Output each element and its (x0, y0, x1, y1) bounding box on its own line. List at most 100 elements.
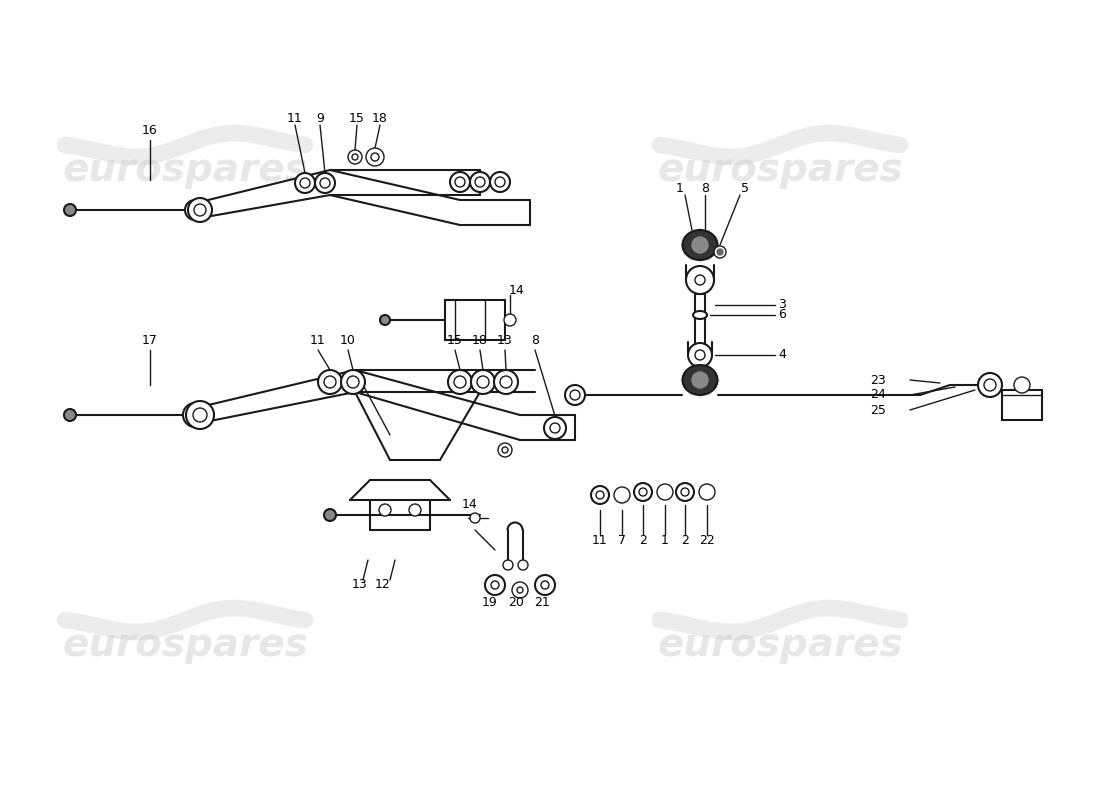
Circle shape (188, 198, 212, 222)
Text: 8: 8 (531, 334, 539, 346)
Circle shape (295, 173, 315, 193)
Text: 22: 22 (700, 534, 715, 546)
Circle shape (320, 178, 330, 188)
Circle shape (450, 172, 470, 192)
Text: 13: 13 (497, 334, 513, 346)
Ellipse shape (693, 311, 707, 319)
Circle shape (544, 417, 566, 439)
Circle shape (565, 385, 585, 405)
Circle shape (470, 172, 490, 192)
Text: 2: 2 (639, 534, 647, 546)
Circle shape (512, 582, 528, 598)
Ellipse shape (682, 230, 717, 260)
Circle shape (192, 408, 207, 422)
Text: eurospares: eurospares (657, 151, 903, 189)
Circle shape (186, 401, 214, 429)
Text: 11: 11 (310, 334, 326, 346)
Circle shape (366, 148, 384, 166)
Circle shape (692, 237, 708, 253)
Text: 5: 5 (741, 182, 749, 194)
Circle shape (676, 483, 694, 501)
Circle shape (657, 484, 673, 500)
Circle shape (352, 154, 358, 160)
Circle shape (475, 177, 485, 187)
Text: 19: 19 (482, 595, 498, 609)
Ellipse shape (682, 365, 717, 395)
Text: 11: 11 (592, 534, 608, 546)
Bar (446, 300, 505, 340)
Text: 12: 12 (375, 578, 390, 591)
Text: 18: 18 (472, 334, 488, 346)
Circle shape (477, 376, 490, 388)
Circle shape (185, 200, 205, 220)
Circle shape (491, 581, 499, 589)
Text: 21: 21 (535, 595, 550, 609)
Circle shape (455, 177, 465, 187)
Circle shape (64, 409, 76, 421)
Text: 9: 9 (316, 111, 323, 125)
Circle shape (695, 275, 705, 285)
Circle shape (518, 560, 528, 570)
Circle shape (470, 513, 480, 523)
Circle shape (541, 581, 549, 589)
Circle shape (639, 488, 647, 496)
Text: 7: 7 (618, 534, 626, 546)
Circle shape (550, 423, 560, 433)
Circle shape (341, 370, 365, 394)
Circle shape (504, 314, 516, 326)
Circle shape (498, 443, 512, 457)
Text: 14: 14 (462, 498, 477, 511)
Circle shape (371, 153, 380, 161)
Circle shape (346, 376, 359, 388)
Text: 23: 23 (870, 374, 886, 386)
Text: 25: 25 (870, 403, 886, 417)
Circle shape (300, 178, 310, 188)
Circle shape (379, 315, 390, 325)
Circle shape (318, 370, 342, 394)
Text: 15: 15 (349, 111, 365, 125)
Circle shape (454, 376, 466, 388)
Circle shape (485, 575, 505, 595)
Text: 4: 4 (778, 349, 785, 362)
Circle shape (596, 491, 604, 499)
Circle shape (714, 246, 726, 258)
Text: 8: 8 (701, 182, 710, 194)
Text: 18: 18 (372, 111, 388, 125)
Text: 1: 1 (676, 182, 684, 194)
Circle shape (502, 447, 508, 453)
Circle shape (681, 488, 689, 496)
Circle shape (695, 350, 705, 360)
Bar (1002, 390, 1042, 420)
Circle shape (324, 509, 336, 521)
Text: 16: 16 (142, 123, 158, 137)
Text: 17: 17 (142, 334, 158, 346)
Circle shape (717, 249, 723, 255)
Circle shape (64, 204, 76, 216)
Text: eurospares: eurospares (62, 626, 308, 664)
Circle shape (409, 504, 421, 516)
Circle shape (471, 370, 495, 394)
Circle shape (189, 409, 201, 421)
Circle shape (984, 379, 996, 391)
Circle shape (494, 370, 518, 394)
Circle shape (503, 560, 513, 570)
Circle shape (194, 204, 206, 216)
Text: 13: 13 (352, 578, 367, 591)
Text: eurospares: eurospares (62, 151, 308, 189)
Text: 1: 1 (661, 534, 669, 546)
Text: 24: 24 (870, 389, 886, 402)
Circle shape (490, 172, 510, 192)
Text: 10: 10 (340, 334, 356, 346)
Circle shape (500, 376, 512, 388)
Text: 20: 20 (508, 595, 524, 609)
Text: 6: 6 (778, 309, 785, 322)
Circle shape (978, 373, 1002, 397)
Circle shape (324, 376, 336, 388)
Text: 3: 3 (778, 298, 785, 311)
Text: 2: 2 (681, 534, 689, 546)
Text: 11: 11 (287, 111, 303, 125)
Text: eurospares: eurospares (657, 626, 903, 664)
Circle shape (348, 150, 362, 164)
Circle shape (634, 483, 652, 501)
Circle shape (535, 575, 556, 595)
